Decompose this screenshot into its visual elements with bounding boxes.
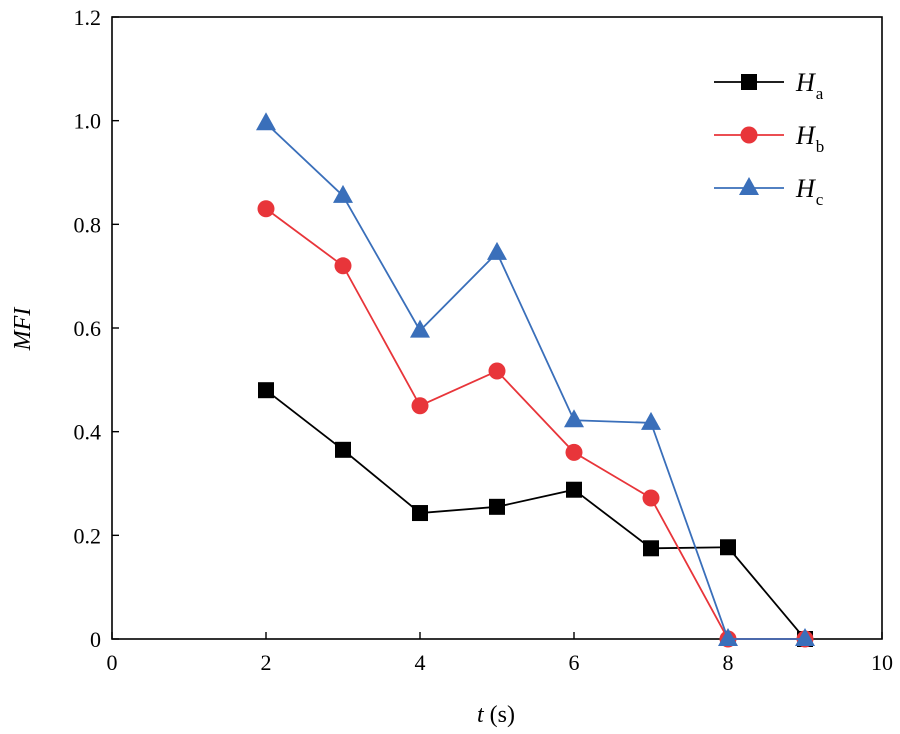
data-point-Hb [488,362,506,380]
series-Ha [258,382,813,647]
y-tick-label: 0 [90,627,101,652]
x-tick-label: 0 [107,650,118,675]
x-tick-label: 8 [723,650,734,675]
data-point-Hb [411,397,429,415]
x-axis-title-unit: (s) [484,702,515,728]
data-point-Hc [256,112,276,131]
x-tick-label: 2 [261,650,272,675]
legend-label: Ha [795,68,824,103]
y-tick-label: 1.0 [74,109,102,134]
plot-frame [111,16,883,640]
y-tick-label: 0.8 [74,212,102,237]
series-line-Hb [265,208,805,640]
axes [111,16,883,640]
data-point-Hb [642,489,660,507]
y-tick-label: 0.2 [74,523,102,548]
data-point-Ha [412,505,428,522]
data-point-Hc [410,319,430,338]
data-point-Hc [487,241,507,260]
y-tick-label: 0.4 [74,420,102,445]
y-tick-label: 1.2 [74,5,102,30]
series-Hb [257,200,814,648]
legend: Ha Hb Hc [714,68,824,209]
data-point-Ha [643,540,659,557]
x-axis-title-var: t [477,702,485,728]
data-point-Ha [720,539,736,556]
series-layer [256,112,815,648]
data-point-Ha [566,481,582,498]
x-tick-label: 4 [415,650,426,675]
series-line-Hc [265,122,805,640]
data-point-Hb [257,200,275,218]
data-point-Hc [333,184,353,203]
x-tick-label: 6 [569,650,580,675]
legend-item-Ha: Ha [714,68,824,103]
y-tick-label: 0.6 [74,316,102,341]
series-line-Ha [265,389,806,640]
ticks: 0 2 4 6 8 10 0 0.2 0.4 0.6 0.8 1.0 1.2 [74,5,894,675]
legend-item-Hb: Hb [714,121,824,156]
y-axis-title: MFI [10,307,36,352]
data-point-Ha [258,382,274,399]
legend-label: Hb [795,121,824,156]
data-point-Hb [334,257,352,275]
series-Hc [256,112,815,646]
legend-marker [741,74,757,90]
data-point-Hb [565,443,583,461]
data-point-Hc [795,628,815,646]
data-point-Ha [335,441,351,458]
data-point-Hc [564,409,584,428]
data-point-Hc [718,628,738,646]
data-point-Ha [489,498,505,515]
data-point-Hc [641,411,661,430]
legend-label: Hc [795,174,824,209]
x-tick-label: 10 [871,650,893,675]
legend-marker [740,126,758,144]
legend-item-Hc: Hc [714,174,824,209]
legend-marker [739,177,759,195]
x-axis-title: t (s) [477,702,515,728]
